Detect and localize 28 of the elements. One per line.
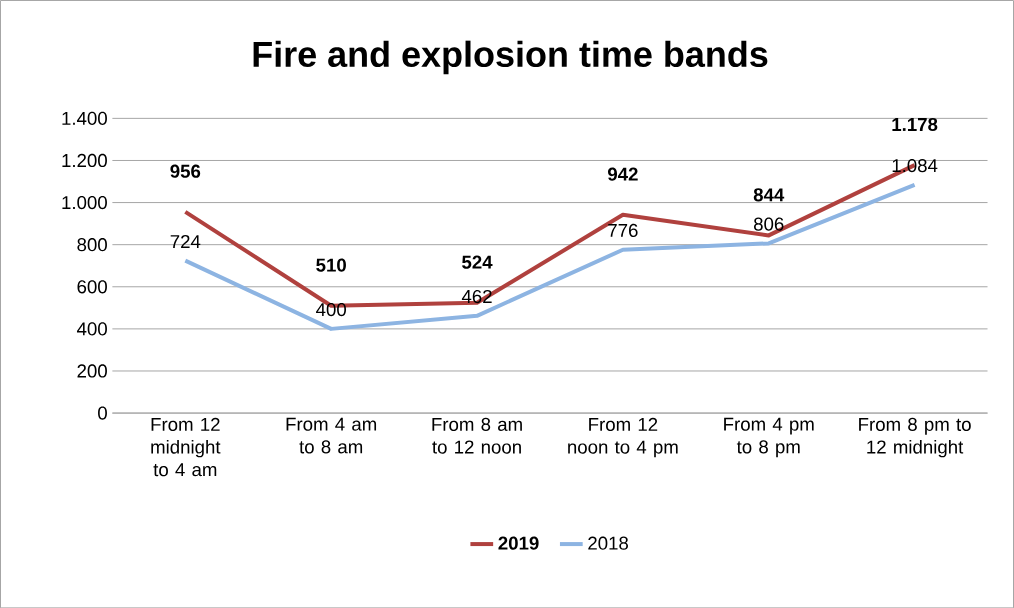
x-tick-label: From 4 pm to 8 pm (724, 417, 814, 457)
x-tick-label: From 8 am to 12 noon (432, 417, 522, 454)
y-tick-label: 400 (76, 322, 107, 336)
data-label: 524 (462, 255, 493, 269)
data-label: 400 (316, 302, 346, 316)
data-label: 724 (170, 234, 201, 248)
data-label: 942 (607, 167, 638, 181)
data-label: 1.084 (892, 158, 938, 173)
y-tick-label: 1.200 (62, 153, 107, 167)
data-label: 776 (608, 223, 638, 237)
y-tick-label: 600 (77, 279, 107, 294)
data-label: 510 (316, 258, 346, 272)
data-label: 1.178 (892, 117, 938, 131)
y-tick-label: 0 (98, 406, 107, 420)
data-label: 806 (753, 217, 784, 231)
x-tick-label: From 12 noon to 4 pm (568, 417, 678, 458)
y-tick-label: 1.000 (62, 195, 107, 209)
y-tick-label: 800 (77, 237, 107, 252)
x-tick-label: From 4 am to 8 am (286, 417, 377, 454)
y-tick-label: 200 (77, 364, 107, 378)
data-label: 844 (753, 188, 785, 202)
x-tick-label: From 12 midnight to 4 am (151, 417, 221, 477)
y-tick-label: 1.400 (62, 111, 107, 125)
data-label: 956 (170, 164, 201, 178)
legend-label: 2018 (588, 536, 629, 550)
x-tick-label: From 8 pm to 12 midnight (859, 417, 971, 458)
chart-title: Fire and explosion time bands (253, 40, 768, 74)
legend-label: 2019 (498, 536, 539, 550)
